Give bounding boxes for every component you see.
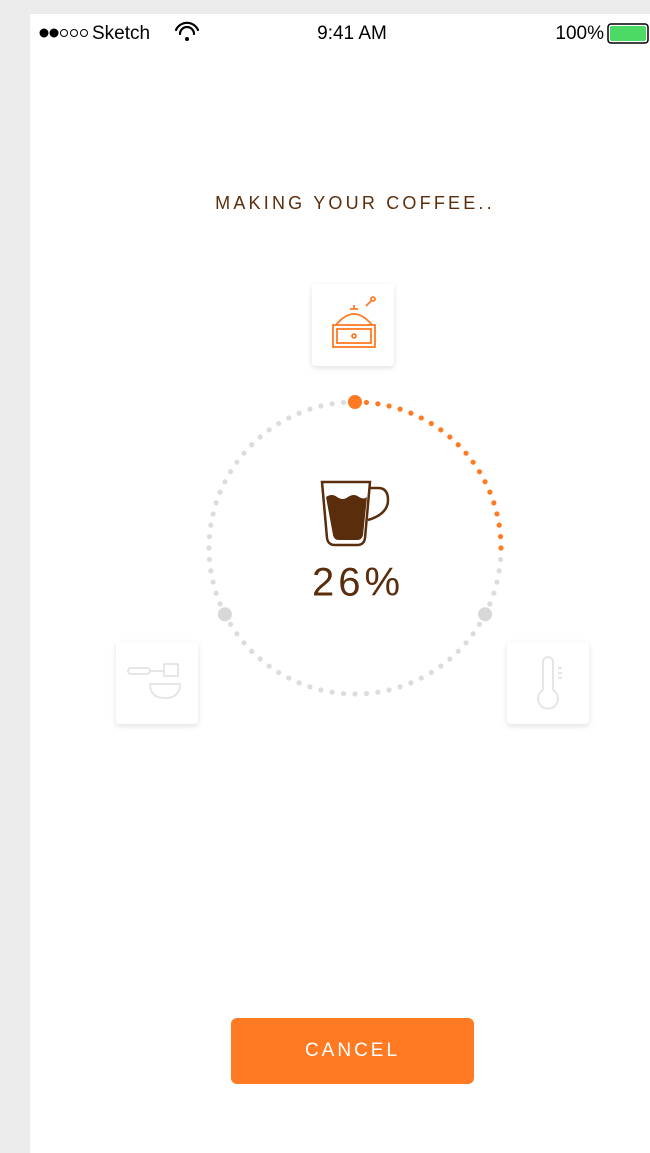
track-dot [296, 410, 302, 416]
progress-dot [428, 420, 434, 427]
progress-dot [408, 410, 414, 416]
phone-screen [30, 14, 650, 1153]
track-dot [470, 631, 476, 637]
stage-marker [348, 395, 362, 409]
track-dot [234, 631, 240, 637]
track-dot [217, 601, 223, 607]
track-dot [227, 621, 234, 627]
track-dot [234, 459, 240, 465]
track-dot [208, 568, 214, 574]
signal [39, 28, 88, 38]
track-dot [438, 663, 444, 669]
progress-dot [386, 403, 392, 409]
battery-icon [607, 23, 649, 44]
track-dot [296, 680, 302, 686]
track-dot [206, 533, 213, 540]
stage-marker [217, 607, 232, 622]
track-dot [217, 489, 223, 495]
track-dot [227, 469, 234, 475]
track-dot [213, 590, 219, 596]
track-dot [257, 434, 263, 440]
thermometer-card [507, 642, 589, 724]
track-dot [241, 640, 247, 646]
track-dot [329, 401, 335, 407]
progress-dot [497, 533, 504, 540]
track-dot [397, 684, 403, 690]
track-dot [210, 511, 216, 517]
title: MAKING YOUR COFFEE.. [215, 193, 495, 213]
track-dot [363, 690, 370, 697]
track-dot [276, 669, 282, 676]
track-dot [487, 601, 493, 607]
progress-dot [463, 450, 469, 456]
grinder-card [312, 284, 394, 366]
track-dot [241, 450, 247, 456]
track-dot [206, 556, 213, 563]
progress-dot [487, 489, 493, 495]
track-dot [352, 691, 358, 697]
progress-dot [447, 434, 453, 440]
cancel-button[interactable] [231, 1018, 474, 1084]
track-dot [307, 684, 313, 690]
portafilter-card [116, 642, 198, 724]
progress-dot [498, 545, 504, 551]
wifi-icon [174, 21, 200, 41]
battery-level: 100% [555, 23, 604, 44]
track-dot [418, 675, 424, 681]
track-dot [257, 656, 263, 662]
progress-dot [397, 406, 403, 412]
track-dot [428, 669, 434, 676]
track-dot [266, 427, 272, 433]
progress-dot [455, 442, 461, 448]
track-dot [213, 500, 219, 506]
progress-dot [491, 500, 497, 506]
track-dot [276, 420, 282, 427]
progress-dot [363, 399, 370, 406]
track-dot [447, 656, 453, 662]
track-dot [249, 442, 255, 448]
progress-dot [494, 511, 500, 517]
track-dot [455, 648, 461, 654]
progress-dot [418, 415, 424, 421]
track-dot [463, 640, 469, 646]
track-dot [318, 687, 324, 693]
carrier: Sketch [92, 23, 150, 44]
track-dot [208, 522, 214, 528]
track-dot [494, 579, 500, 585]
progress-dot [496, 522, 502, 528]
track-dot [375, 689, 381, 695]
progress-dot [375, 401, 381, 407]
track-dot [318, 403, 324, 409]
track-dot [249, 648, 255, 654]
track-dot [329, 689, 335, 695]
progress-dot [438, 427, 444, 433]
cup-icon [320, 480, 390, 547]
cancel-label[interactable]: CANCEL [305, 1040, 400, 1061]
progress-dot [482, 479, 488, 485]
track-dot [266, 663, 272, 669]
track-dot [340, 399, 347, 406]
track-dot [286, 415, 292, 421]
track-dot [222, 479, 228, 485]
track-dot [206, 545, 212, 551]
track-dot [408, 680, 414, 686]
track-dot [491, 590, 497, 596]
track-dot [210, 579, 216, 585]
track-dot [476, 621, 483, 627]
progress-dot [470, 459, 476, 465]
progress-label: 26% [312, 561, 404, 605]
track-dot [340, 690, 347, 697]
time: 9:41 AM [317, 23, 387, 44]
track-dot [286, 675, 292, 681]
track-dot [496, 568, 502, 574]
stage-marker [478, 607, 493, 622]
track-dot [386, 687, 392, 693]
track-dot [307, 406, 313, 412]
progress-dot [476, 469, 483, 475]
track-dot [497, 556, 504, 563]
